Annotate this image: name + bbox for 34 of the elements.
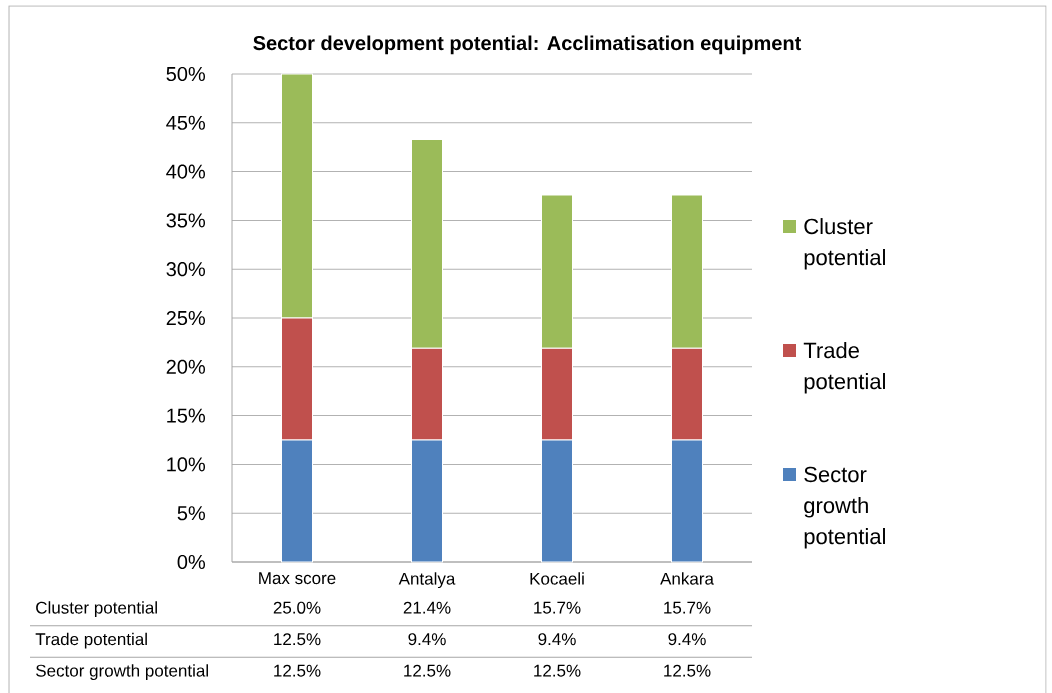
x-tick-label: Max score — [259, 572, 336, 585]
x-tick-label: Ankara — [660, 572, 714, 585]
data-label: 15.7% — [534, 601, 581, 614]
y-tick-label: 40% — [166, 164, 206, 179]
y-tick-label: 25% — [166, 310, 206, 326]
data-label: 12.5% — [404, 664, 451, 677]
y-tick-label: 10% — [167, 457, 206, 472]
data-label: 12.5% — [664, 664, 711, 677]
data-label: 12.5% — [534, 664, 581, 677]
y-tick-label: 35% — [166, 213, 206, 228]
y-tick-label: 15% — [167, 408, 206, 423]
legend-label: Cluster potential — [804, 218, 885, 270]
y-tick-label: 50% — [166, 66, 206, 82]
data-label: 9.4% — [668, 633, 706, 646]
data-label: 12.5% — [274, 664, 321, 677]
text: Cluster potential — [36, 601, 157, 618]
y-tick-label: 5% — [177, 506, 206, 521]
data-label: 21.4% — [403, 601, 451, 614]
data-label: 25.0% — [273, 601, 321, 614]
y-tick-label: 30% — [166, 262, 206, 277]
x-tick-label: Antalya — [398, 572, 456, 589]
legend-label: Sector growth potential — [804, 466, 885, 549]
data-label: 15.7% — [664, 601, 711, 614]
y-tick-label: 20% — [166, 359, 206, 374]
data-label: 9.4% — [408, 633, 446, 646]
data-label: 9.4% — [538, 633, 576, 646]
text: Trade potential — [35, 632, 147, 649]
chart-title: Sector development potential: Acclimatisation equipment — [253, 35, 802, 55]
text: Sector growth potential — [36, 664, 208, 681]
y-tick-label: 0% — [177, 554, 206, 570]
x-tick-label: Kocaeli — [530, 572, 584, 585]
y-tick-label: 45% — [166, 115, 206, 130]
legend-label: Trade potential — [803, 342, 885, 394]
data-label: 12.5% — [274, 633, 321, 646]
